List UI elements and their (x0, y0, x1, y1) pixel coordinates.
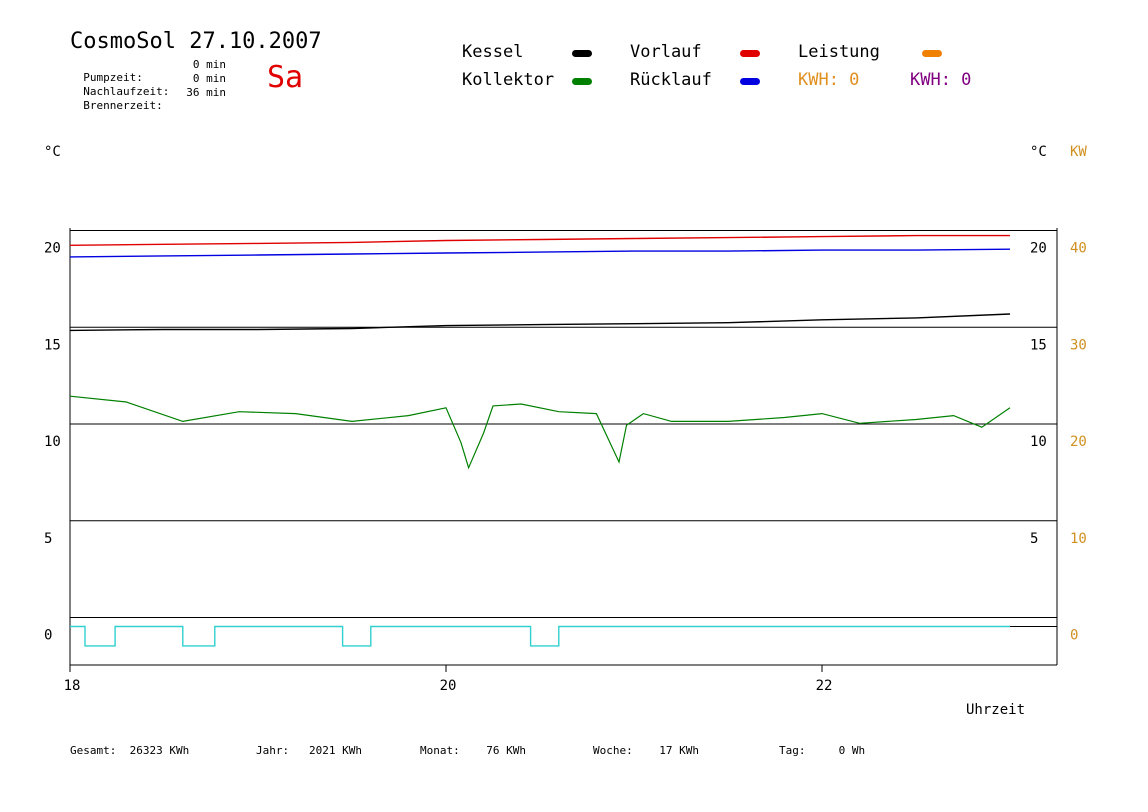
legend-swatch-ruecklauf (740, 78, 760, 85)
kw-tick-label: 30 (1070, 337, 1087, 353)
footer-jahr: Jahr: 2021 KWh (256, 744, 362, 757)
kwh-orange-label: KWH: 0 (798, 70, 860, 90)
x-tick-label: 18 (64, 678, 81, 694)
left-tick-label: 15 (44, 337, 61, 353)
kw-tick-label: 0 (1070, 628, 1078, 644)
legend-swatch-leistung (922, 50, 942, 57)
x-tick-label: 20 (440, 678, 457, 694)
right-tick-label: 5 (1030, 531, 1038, 547)
right-tick-label: 15 (1030, 337, 1047, 353)
left-unit-label: °C (44, 144, 61, 160)
info-label: Brennerzeit: (83, 99, 163, 112)
left-tick-label: 5 (44, 531, 52, 547)
info-value: 0 min (192, 72, 226, 85)
legend-label-ruecklauf: Rücklauf (630, 70, 712, 90)
legend-label-vorlauf: Vorlauf (630, 42, 702, 62)
legend-swatch-vorlauf (740, 50, 760, 57)
page-title: CosmoSol 27.10.2007 (70, 29, 322, 54)
series-line-kessel (69, 313, 1011, 332)
series-line-pumpe (70, 625, 1010, 647)
left-tick-label: 20 (44, 241, 61, 257)
footer-gesamt: Gesamt: 26323 KWh (70, 744, 190, 757)
series-line-vorlauf (69, 234, 1010, 246)
legend-swatch-kollektor (572, 78, 592, 85)
x-tick-label: 22 (816, 678, 833, 694)
right-unit-label: °C (1030, 144, 1047, 160)
info-value: 36 min (186, 86, 226, 99)
legend-label-kessel: Kessel (462, 42, 524, 62)
legend-label-kollektor: Kollektor (462, 70, 555, 90)
kwh-purple-label: KWH: 0 (910, 70, 972, 90)
info-label: Pumpzeit: (83, 71, 143, 84)
left-tick-label: 10 (44, 434, 61, 450)
footer-monat: Monat: 76 KWh (420, 744, 526, 757)
right-tick-label: 10 (1030, 434, 1047, 450)
right-tick-label: 20 (1030, 241, 1047, 257)
x-axis-label: Uhrzeit (966, 702, 1026, 718)
kw-tick-label: 20 (1070, 434, 1087, 450)
info-value: 0 min (192, 58, 226, 71)
series-line-rcklauf (69, 248, 1011, 258)
weekday-label: Sa (267, 60, 304, 95)
info-row-nachlaufzeit: Nachlaufzeit: 0 min (70, 72, 226, 111)
kw-tick-label: 10 (1070, 531, 1087, 547)
info-label: Nachlaufzeit: (83, 85, 170, 98)
series-line-kollektor (69, 395, 1011, 470)
footer-woche: Woche: 17 KWh (593, 744, 699, 757)
kw-tick-label: 40 (1070, 241, 1087, 257)
info-row-brennerzeit: Brennerzeit: 36 min (70, 86, 226, 125)
kw-unit-label: KW (1070, 144, 1087, 160)
left-tick-label: 0 (44, 628, 52, 644)
legend-label-leistung: Leistung (798, 42, 880, 62)
info-row-pumpzeit: Pumpzeit: 0 min (70, 58, 226, 97)
footer-tag: Tag: 0 Wh (779, 744, 866, 757)
legend-swatch-kessel (572, 50, 592, 57)
